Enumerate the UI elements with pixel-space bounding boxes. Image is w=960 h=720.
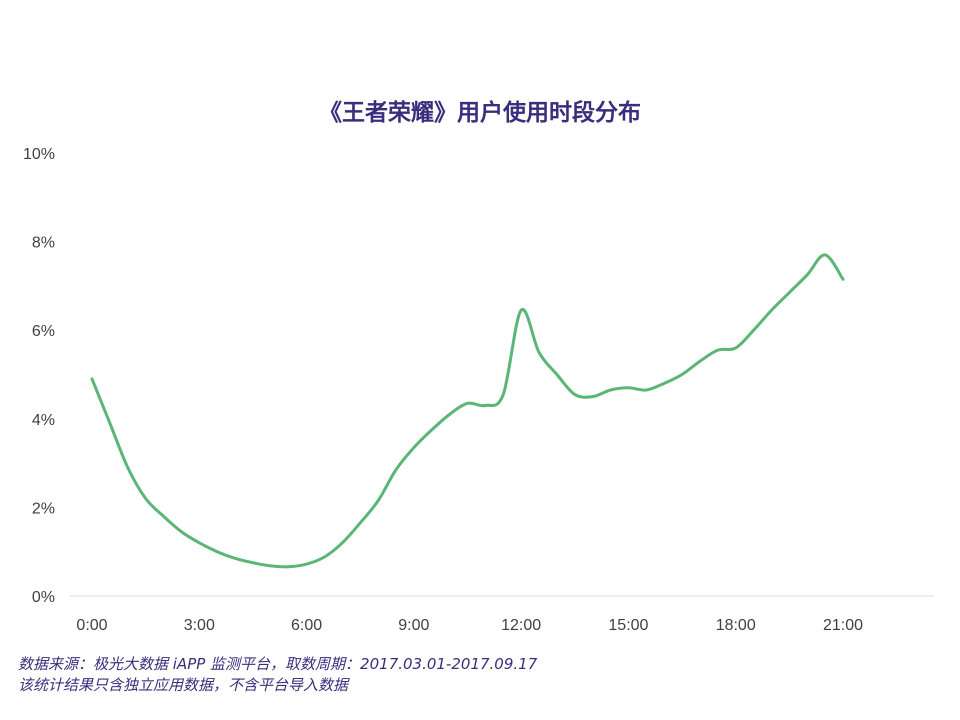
y-tick-label: 6%: [32, 323, 55, 340]
x-tick-label: 18:00: [716, 617, 756, 634]
source-line-2: 该统计结果只含独立应用数据，不含平台导入数据: [18, 676, 349, 694]
x-axis-ticks: 0:00 3:00 6:00 9:00 12:00 15:00 18:00 21:00: [76, 617, 863, 634]
x-tick-label: 6:00: [291, 617, 322, 634]
y-tick-label: 2%: [32, 500, 55, 517]
series-line: [90, 253, 845, 569]
source-note: 数据来源：极光大数据 iAPP 监测平台，取数周期：2017.03.01-201…: [18, 654, 537, 696]
x-tick-label: 0:00: [76, 617, 107, 634]
x-tick-label: 21:00: [823, 617, 863, 634]
series-group: [90, 253, 845, 569]
chart-title: 《王者荣耀》用户使用时段分布: [319, 100, 641, 126]
x-tick-label: 3:00: [184, 617, 215, 634]
x-tick-label: 9:00: [398, 617, 429, 634]
x-tick-label: 12:00: [501, 617, 541, 634]
y-tick-label: 4%: [32, 412, 55, 429]
y-tick-label: 10%: [23, 146, 55, 163]
y-tick-label: 8%: [32, 235, 55, 252]
y-tick-label: 0%: [32, 589, 55, 606]
y-axis-ticks: 0% 2% 4% 6% 8% 10%: [23, 146, 55, 606]
source-line-1: 数据来源：极光大数据 iAPP 监测平台，取数周期：2017.03.01-201…: [18, 655, 538, 673]
x-tick-label: 15:00: [608, 617, 648, 634]
